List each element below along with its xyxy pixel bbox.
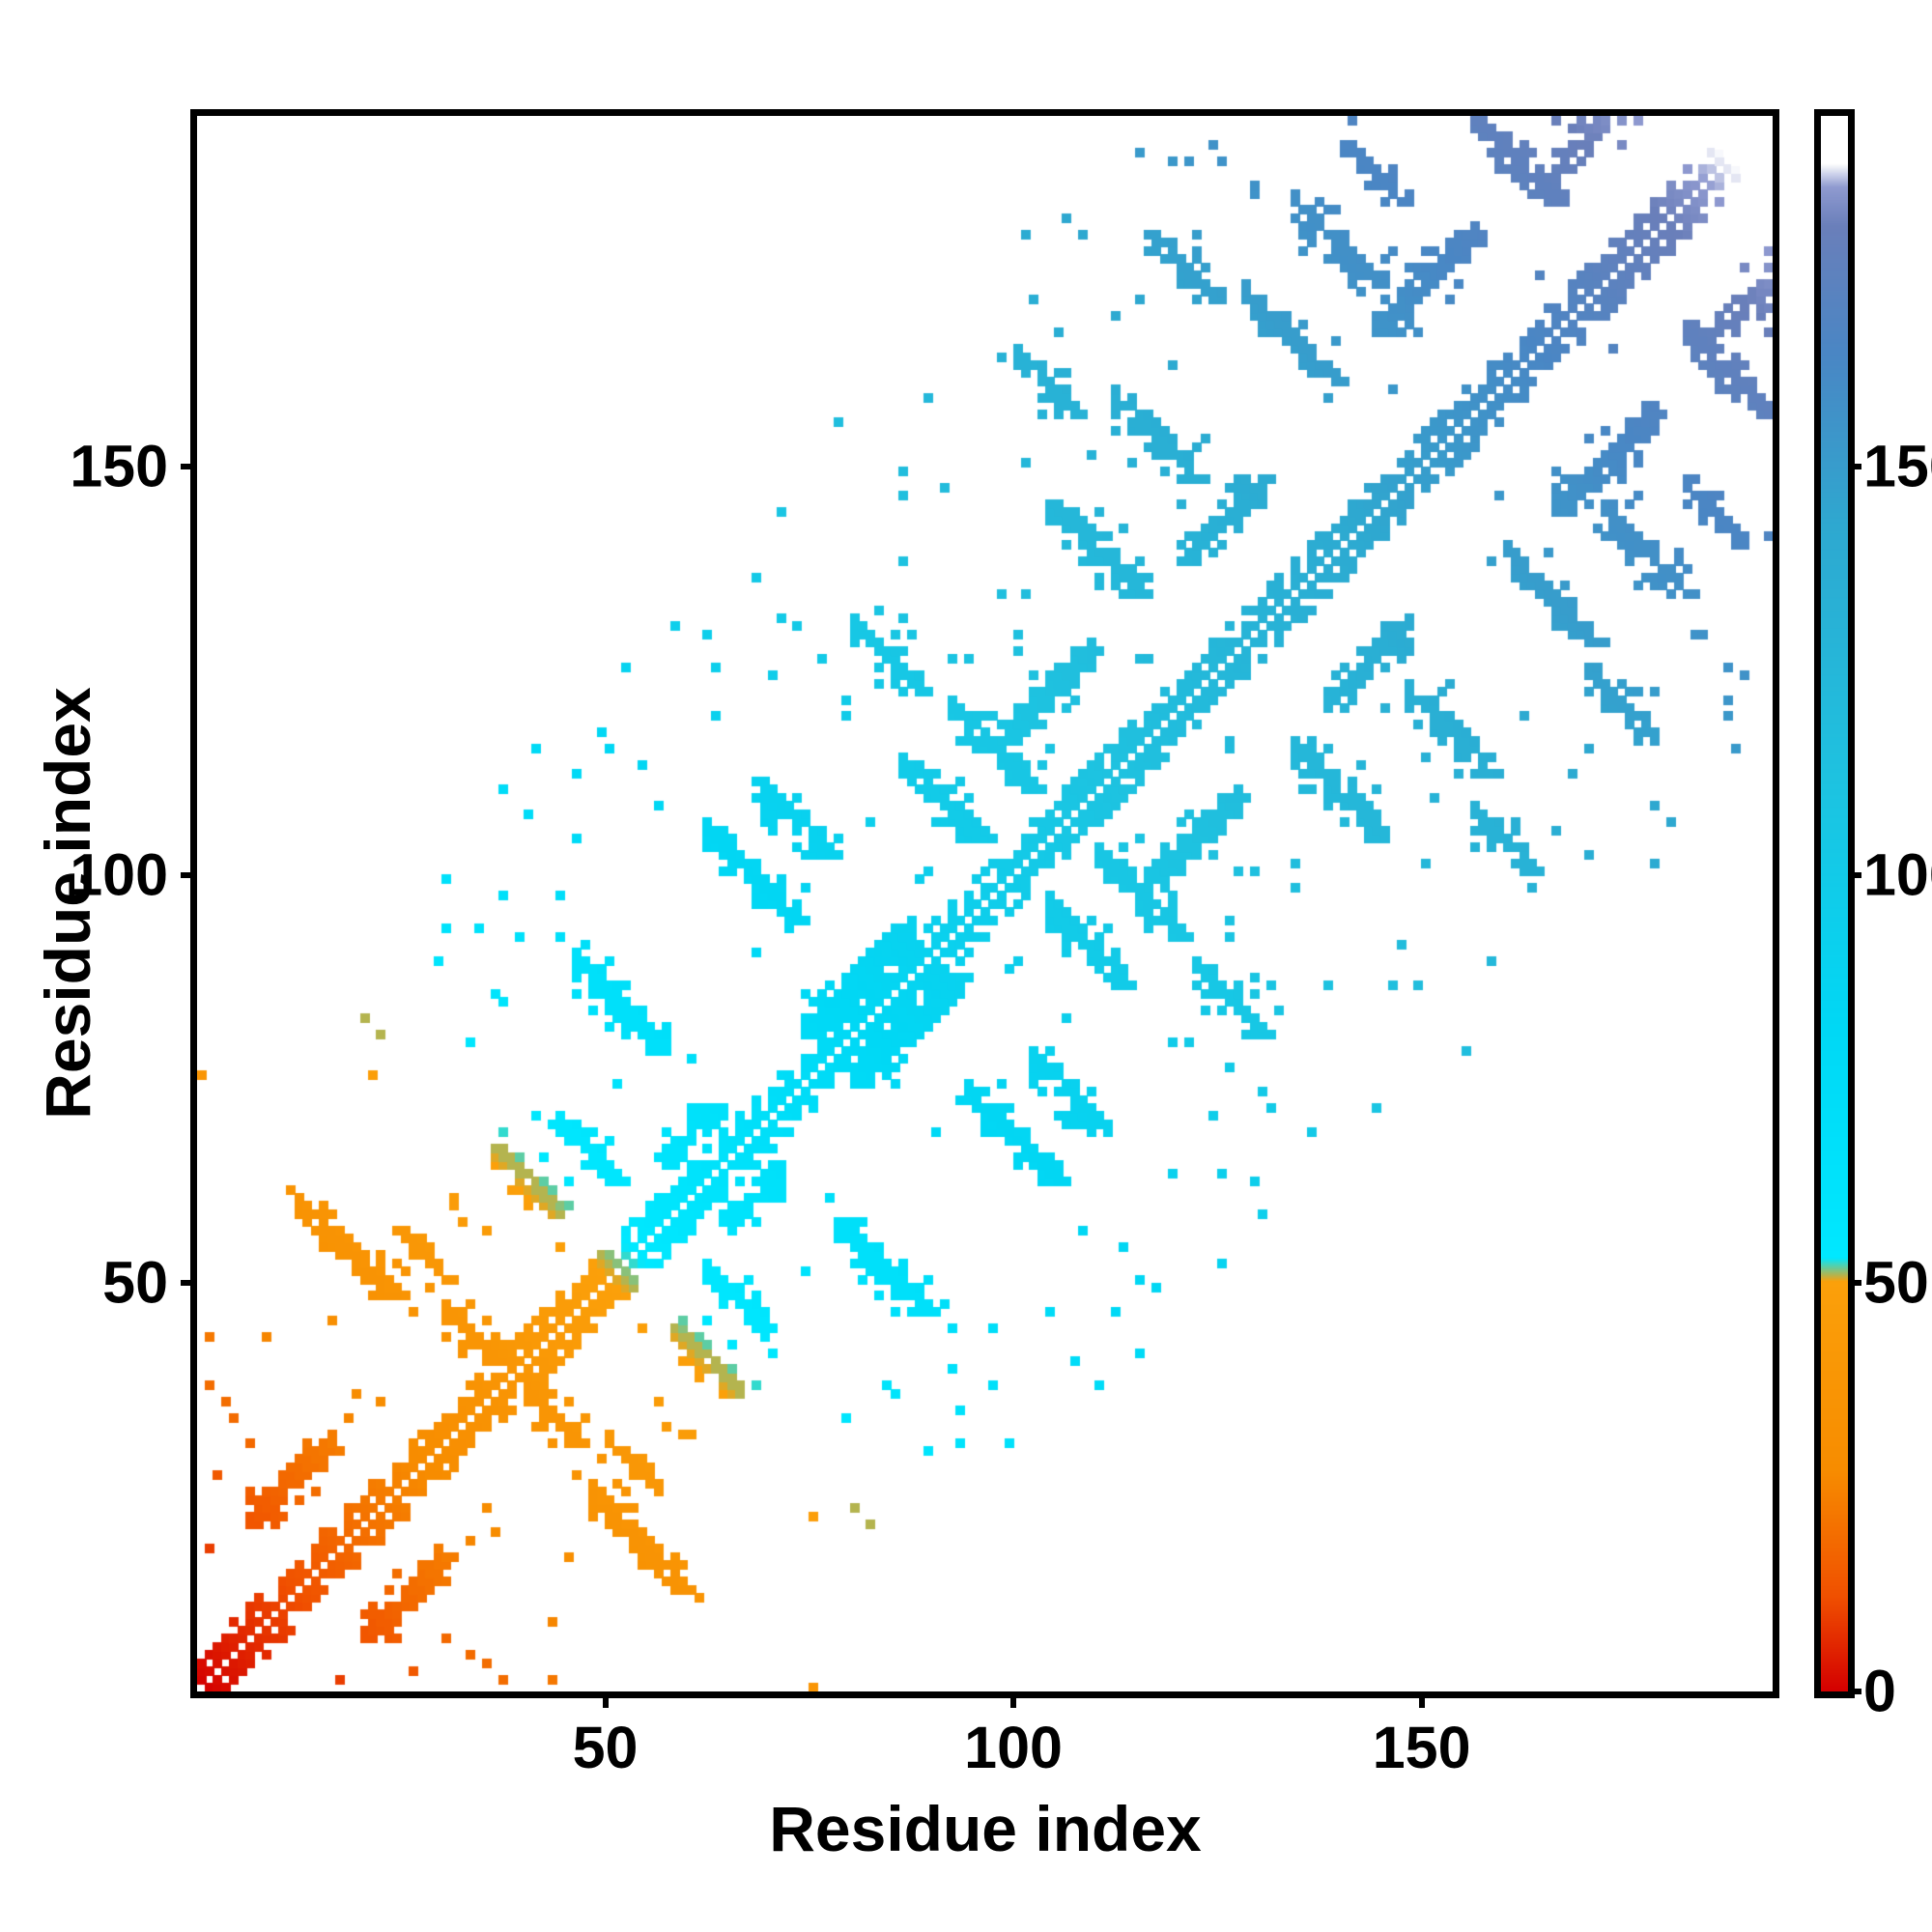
y-axis-tick [181,464,197,470]
x-axis-tick-label: 100 [964,1715,1063,1780]
x-axis-title: Residue index [769,1793,1202,1864]
plot-area [190,109,1779,1698]
x-axis-tick [1010,1691,1017,1708]
colorbar-gradient [1821,116,1848,1691]
colorbar [1814,109,1855,1698]
x-axis-tick-label: 150 [1372,1715,1471,1780]
x-axis-tick [1418,1691,1425,1708]
y-axis-tick [181,871,197,878]
colorbar-tick-label: 50 [1863,1249,1929,1316]
colorbar-tick [1848,871,1861,878]
y-axis-tick [181,1280,197,1287]
colorbar-tick-label: 100 [1863,841,1932,908]
x-axis-tick [602,1691,609,1708]
colorbar-tick [1848,1689,1861,1694]
y-axis-tick-label: 50 [102,1249,168,1316]
colorbar-tick-label: 0 [1863,1658,1896,1724]
y-axis-tick-label: 150 [70,433,168,499]
colorbar-tick-label: 150 [1863,433,1932,499]
colorbar-tick [1848,1280,1861,1287]
contact-map-heatmap [197,116,1773,1691]
y-axis-title: Residue index [32,687,103,1120]
colorbar-tick [1848,464,1861,470]
x-axis-tick-label: 50 [572,1715,639,1780]
y-axis-tick-label: 100 [70,841,168,908]
